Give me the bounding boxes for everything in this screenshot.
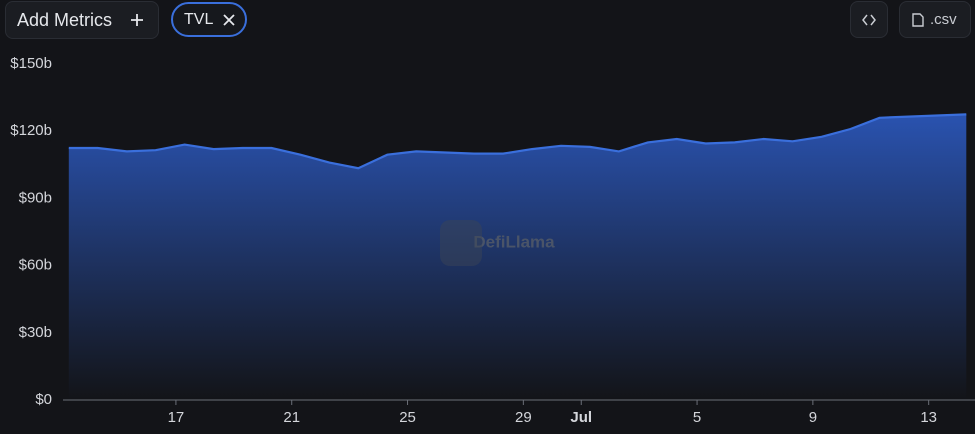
y-tick-label: $90b	[19, 189, 52, 206]
csv-label: .csv	[930, 11, 957, 28]
code-icon	[862, 14, 876, 25]
y-tick-label: $120b	[10, 122, 52, 139]
x-tick-label: 13	[920, 409, 937, 426]
y-tick-label: $60b	[19, 257, 52, 274]
area	[68, 114, 967, 401]
x-tick-label: 29	[515, 409, 532, 426]
y-tick-label: $0	[35, 391, 52, 408]
metric-label: TVL	[184, 10, 214, 28]
embed-button[interactable]	[850, 1, 888, 38]
x-tick-label: 5	[693, 409, 701, 426]
x-tick-label: 21	[283, 409, 300, 426]
line	[68, 113, 967, 170]
x-tick-label: 25	[399, 409, 416, 426]
csv-button[interactable]: .csv	[899, 1, 971, 38]
add-metrics-button[interactable]: Add Metrics	[5, 1, 159, 39]
x-tick-label: 9	[809, 409, 817, 426]
file-icon	[912, 12, 924, 27]
metric-chip[interactable]: TVL	[171, 2, 247, 37]
y-tick-label: $30b	[19, 324, 52, 341]
watermark: DefiLlama	[473, 232, 555, 251]
plus-icon	[131, 14, 144, 26]
watermark-logo	[440, 220, 482, 266]
close-icon[interactable]	[223, 13, 235, 26]
add-metrics-label: Add Metrics	[17, 9, 113, 30]
x-tick-label: Jul	[570, 409, 592, 426]
y-tick-label: $150b	[10, 55, 52, 72]
x-tick-label: 17	[168, 409, 185, 426]
